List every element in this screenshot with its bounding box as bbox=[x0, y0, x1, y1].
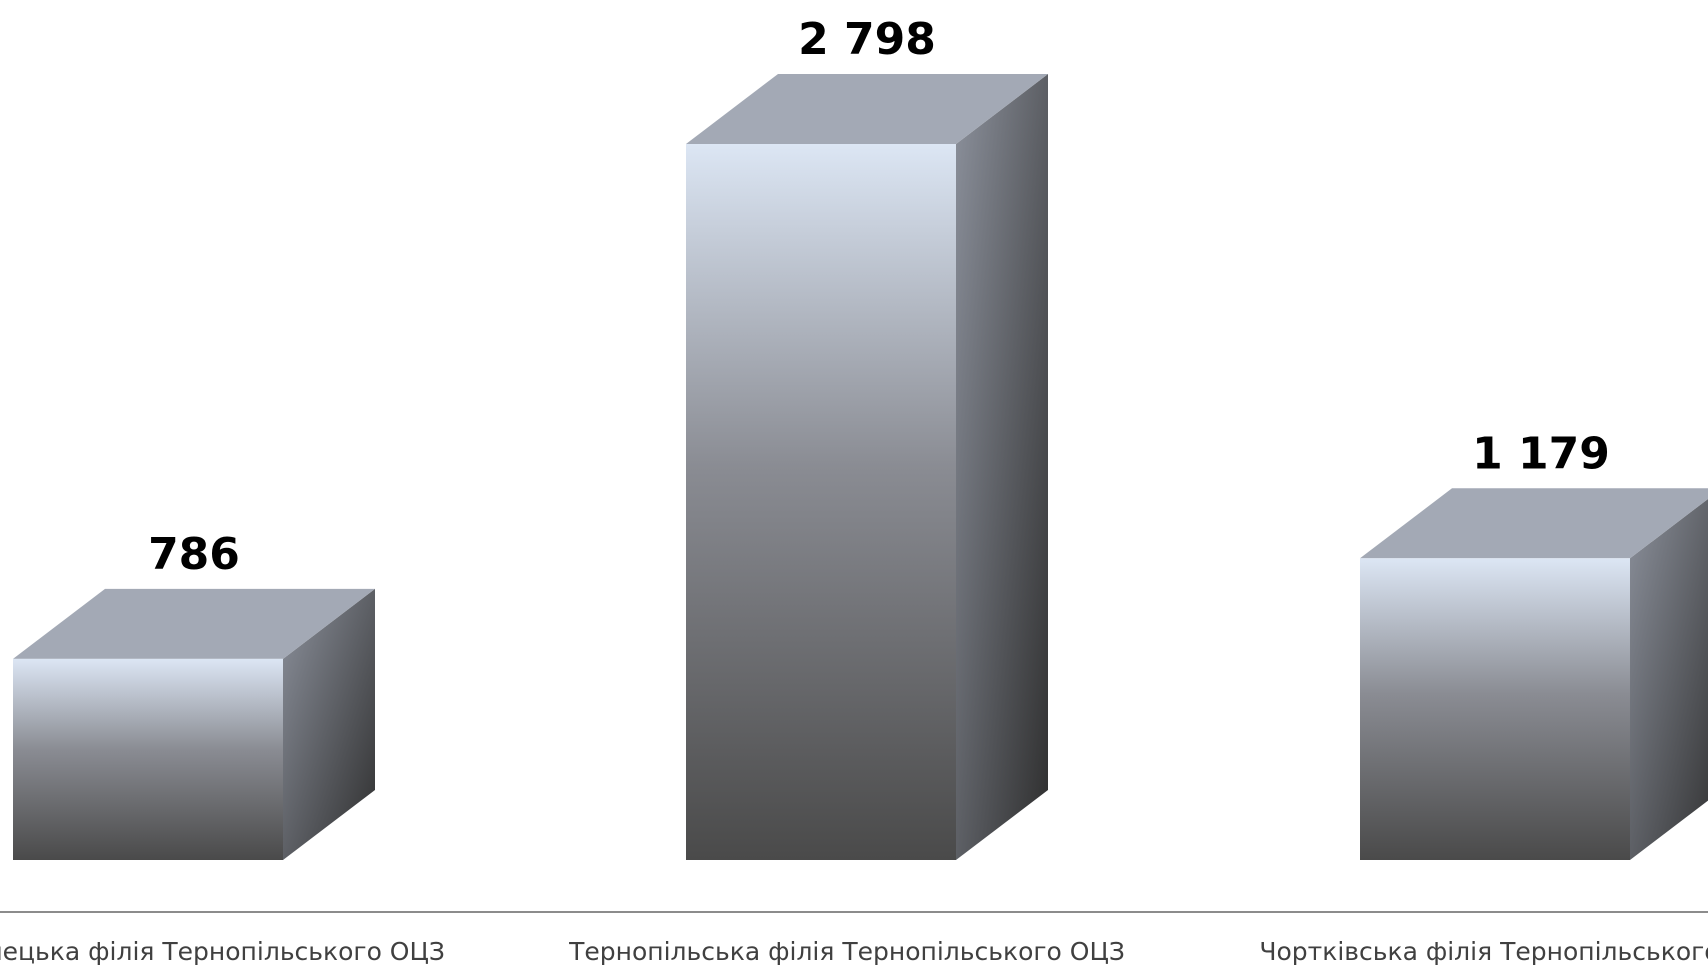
value-label: 2 798 bbox=[798, 14, 936, 65]
bar-2 bbox=[686, 74, 1048, 860]
bar-1 bbox=[13, 588, 375, 860]
bar-front-face bbox=[13, 658, 283, 860]
bar-side-face bbox=[1630, 498, 1708, 860]
value-label: 1 179 bbox=[1472, 428, 1610, 479]
bar-front-face bbox=[1360, 558, 1630, 860]
category-label: Чортківська філія Тернопільського ОЦЗ bbox=[1259, 937, 1708, 966]
bar-top-face bbox=[13, 588, 375, 659]
bar-top-face bbox=[1360, 488, 1708, 559]
bar-top-face bbox=[686, 74, 1048, 144]
bar-side-face bbox=[283, 588, 375, 860]
category-label: Тернопільська філія Тернопільського ОЦЗ bbox=[568, 937, 1125, 966]
bar-front-face bbox=[686, 144, 956, 860]
value-label: 786 bbox=[148, 529, 240, 580]
bar-side-face bbox=[956, 74, 1048, 860]
category-label: Кременецька філія Тернопільського ОЦЗ bbox=[0, 937, 445, 966]
bar-3 bbox=[1360, 488, 1708, 860]
